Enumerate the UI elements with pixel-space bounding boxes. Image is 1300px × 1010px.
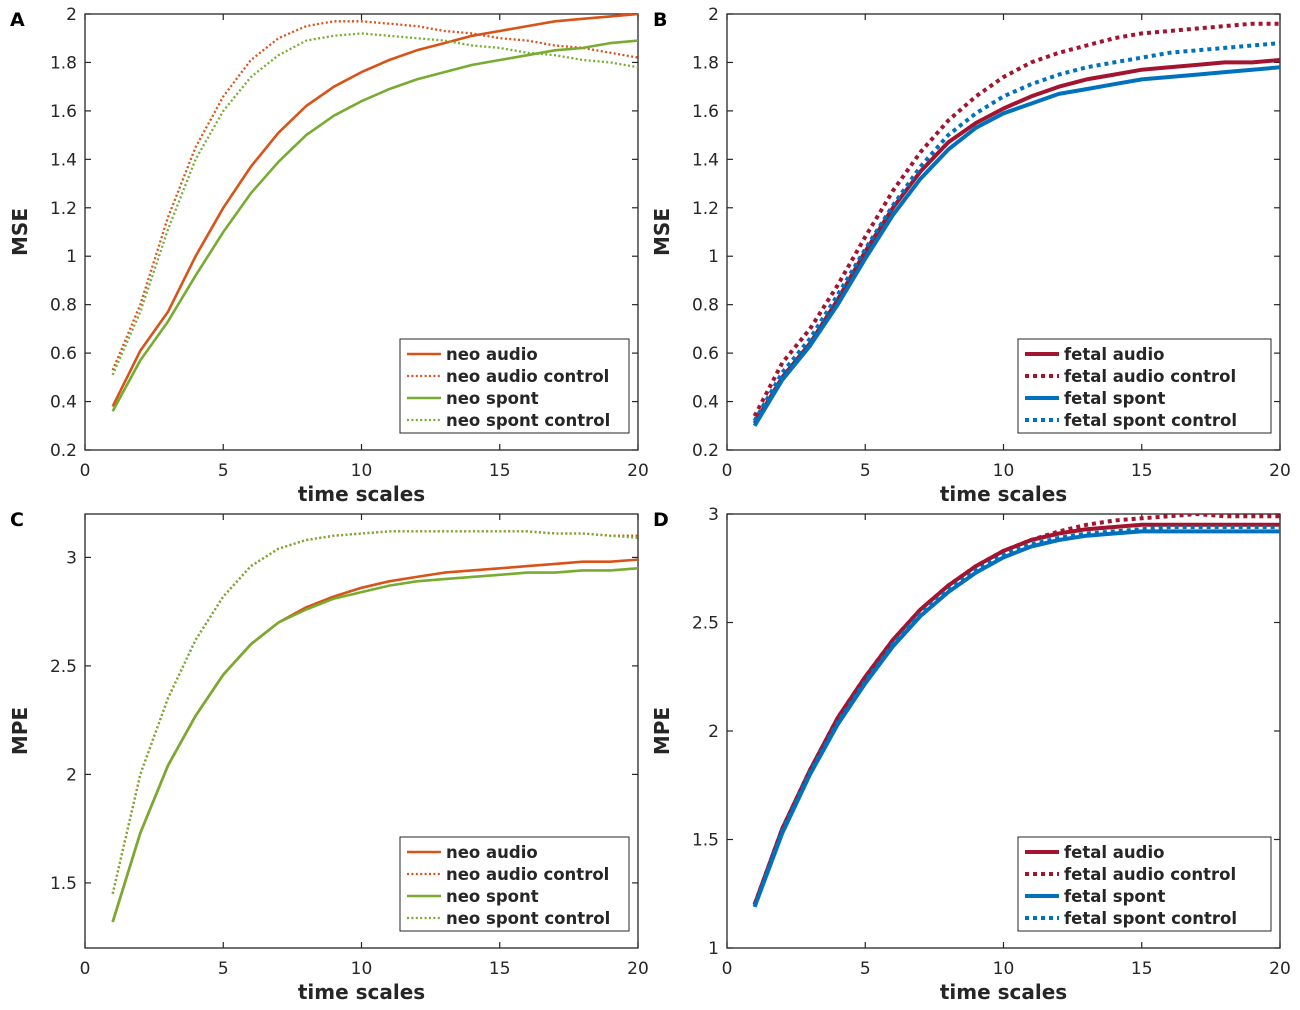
series-line-neo-spont [111,39,638,412]
x-tick-label: 15 [1131,461,1153,481]
legend-entry: neo audio [446,345,538,364]
legend-entry: fetal spont [1064,389,1166,408]
x-tick-label: 20 [627,461,649,481]
y-tick-label: 1 [708,247,719,267]
x-tick-label: 5 [218,959,229,979]
legend-entry: fetal audio [1064,843,1164,862]
y-tick-label: 0.8 [50,296,77,316]
y-tick-label: 3 [708,505,719,525]
y-tick-label: 2.5 [50,657,77,677]
y-tick-label: 2 [708,5,719,25]
series-line-neo-spont-control [111,32,638,376]
y-tick-label: 0.2 [50,441,77,461]
series-line-neo-audio-control [111,20,638,371]
y-tick-label: 1.2 [50,199,77,219]
series-line-neo-audio [111,14,638,407]
x-tick-label: 10 [993,461,1015,481]
legend: neo audio neo audio control neo spont neo s… [399,338,630,434]
x-tick-label: 15 [489,461,511,481]
y-tick-label: 2 [66,5,77,25]
x-tick-label: 5 [218,461,229,481]
legend-entry: neo spont control [446,909,610,928]
legend-entry: neo audio control [446,367,609,386]
series-line-fetal-audio [752,58,1280,425]
x-tick-label: 15 [1131,959,1153,979]
panel-label: C [10,509,24,531]
y-tick-label: 1 [66,247,77,267]
series-line-fetal-spont [752,65,1280,427]
legend-box [1017,338,1272,434]
y-axis-label: MPE [650,707,674,755]
y-tick-label: 1.5 [692,831,719,851]
legend-box [1017,836,1272,932]
y-tick-label: 2 [708,722,719,742]
legend-entry: fetal spont control [1064,909,1237,928]
legend-entry: neo spont [446,887,539,906]
x-axis-label: time scales [940,482,1067,506]
y-tick-label: 1.5 [50,874,77,894]
legend-entry: neo audio control [446,865,609,884]
x-tick-label: 5 [860,959,871,979]
legend-entry: neo spont [446,389,539,408]
y-axis-label: MPE [8,707,32,755]
y-axis-label: MSE [8,208,32,256]
legend: neo audio neo audio control neo spont neo s… [399,836,630,932]
x-axis-label: time scales [298,482,425,506]
legend-entry: fetal spont [1064,887,1166,906]
y-tick-label: 1.8 [50,53,77,73]
y-tick-label: 2.5 [692,614,719,634]
series-line-fetal-spont-control [752,41,1280,422]
x-tick-label: 0 [722,461,733,481]
panel-label: B [653,9,667,31]
y-tick-label: 0.8 [692,296,719,316]
series-line-neo-spont [111,567,638,923]
y-tick-label: 0.2 [692,441,719,461]
x-axis-label: time scales [298,980,425,1004]
legend-entry: fetal audio control [1064,367,1236,386]
x-tick-label: 20 [1269,461,1291,481]
x-tick-label: 0 [80,959,91,979]
y-tick-label: 2 [66,765,77,785]
x-tick-label: 20 [1269,959,1291,979]
x-tick-label: 0 [80,461,91,481]
y-tick-label: 0.6 [50,344,77,364]
legend: fetal audio fetal audio control fetal spon… [1017,836,1272,932]
x-tick-label: 5 [860,461,871,481]
x-tick-label: 10 [993,959,1015,979]
legend-entry: fetal audio control [1064,865,1236,884]
y-tick-label: 3 [66,548,77,568]
panel-c: C 0 5 10 15 20 1.5 2 2.5 3 time scales MPE neo audio… [8,509,649,1004]
x-tick-label: 0 [722,959,733,979]
series-line-fetal-audio-control [752,21,1280,418]
x-axis-label: time scales [940,980,1067,1004]
x-tick-label: 10 [351,959,373,979]
y-tick-label: 0.4 [692,393,719,413]
legend-entry: fetal spont control [1064,411,1237,430]
panel-d: D 0 5 10 15 20 1 1.5 2 2.5 3 time scales MPE fetal au… [650,505,1291,1004]
y-tick-label: 1.6 [50,102,77,122]
x-tick-label: 10 [351,461,373,481]
y-tick-label: 0.4 [50,393,77,413]
y-tick-label: 1.6 [692,102,719,122]
legend-entry: neo audio [446,843,538,862]
y-tick-label: 1 [708,939,719,959]
legend-entry: neo spont control [446,411,610,430]
y-axis-label: MSE [650,208,674,256]
y-tick-label: 1.2 [692,199,719,219]
panel-b: B 0 5 10 15 20 0.2 0.4 0.6 0.8 1 1.2 1.4 1.6 1.8 2 time … [650,5,1291,506]
x-tick-label: 20 [627,959,649,979]
y-tick-label: 1.4 [50,150,77,170]
y-tick-label: 1.4 [692,150,719,170]
legend-entry: fetal audio [1064,345,1164,364]
panel-label: D [653,509,669,531]
panel-a: A 0 5 10 15 20 0.2 0.4 0.6 0.8 1 1.2 1.4 1.6 1.8 2 time … [8,5,649,506]
panel-label: A [10,9,25,31]
y-tick-label: 1.8 [692,53,719,73]
series-line-fetal-audio-control [752,514,1280,906]
x-tick-label: 15 [489,959,511,979]
legend: fetal audio fetal audio control fetal spon… [1017,338,1272,434]
series-line-fetal-spont-control [752,525,1280,908]
y-tick-label: 0.6 [692,344,719,364]
